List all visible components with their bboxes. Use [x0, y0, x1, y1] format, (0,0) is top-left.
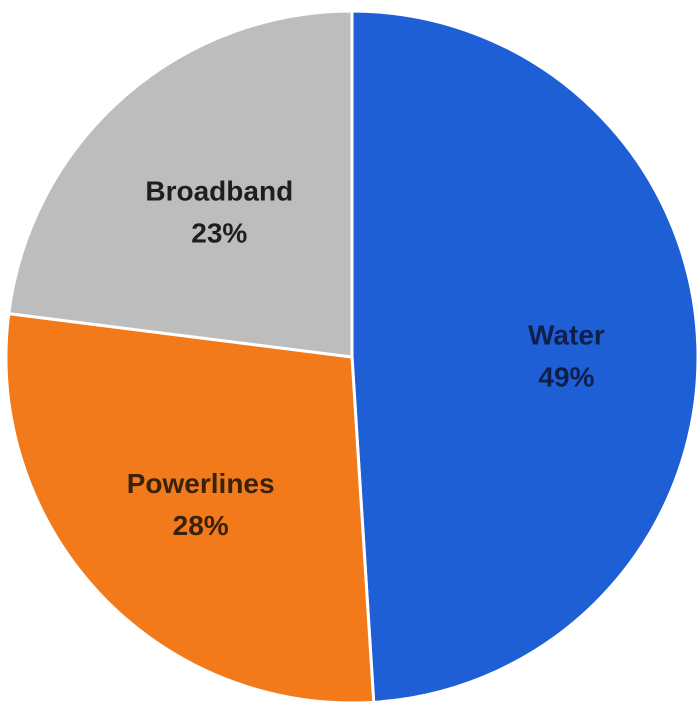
- slice-label-powerlines: Powerlines: [127, 468, 275, 499]
- slice-value-water: 49%: [538, 361, 594, 392]
- slice-value-powerlines: 28%: [173, 510, 229, 541]
- slice-value-broadband: 23%: [191, 217, 247, 248]
- pie-slice-water: [350, 9, 698, 704]
- pie-slice-broadband: [7, 9, 354, 359]
- slice-label-broadband: Broadband: [145, 175, 293, 206]
- slice-label-water: Water: [528, 319, 605, 350]
- pie-slice-powerlines: [4, 311, 376, 705]
